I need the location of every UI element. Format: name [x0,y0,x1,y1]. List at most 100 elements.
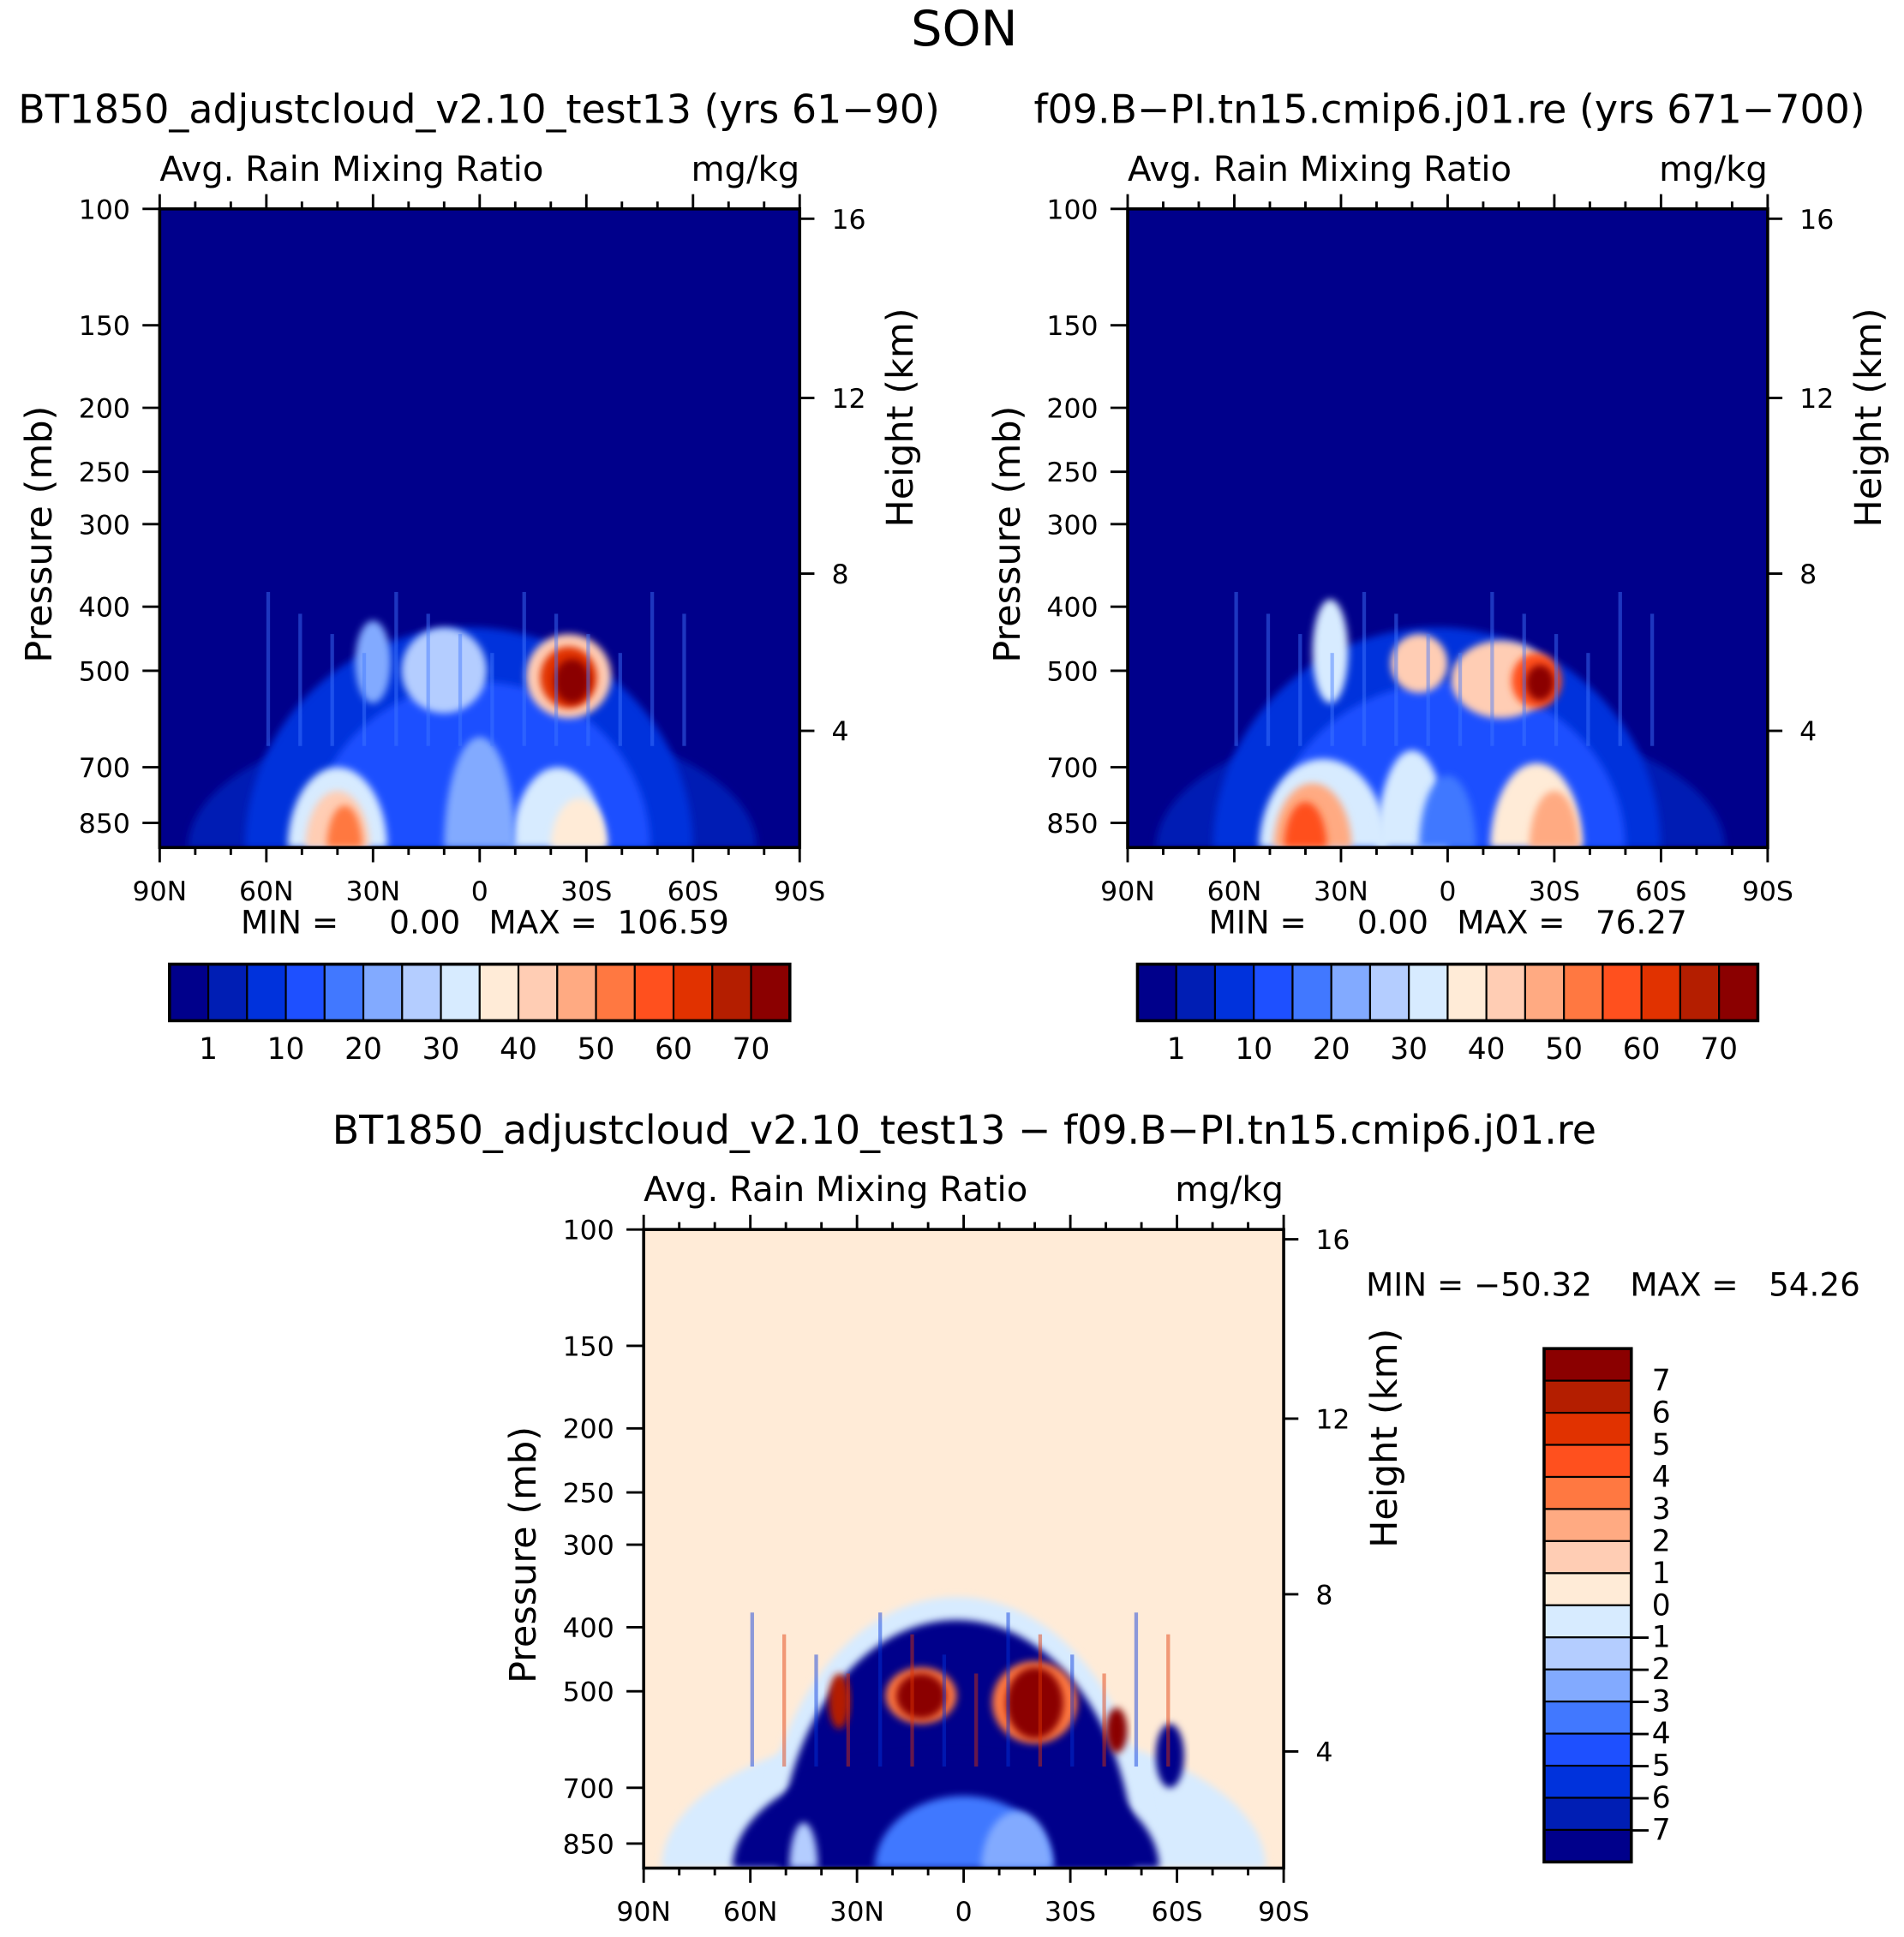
x-tick-label: 60S [1635,876,1686,907]
y-tick-label: 300 [79,510,130,541]
left-string: Avg. Rain Mixing Ratio [1128,150,1512,189]
y2-tick-label: 16 [1315,1225,1350,1256]
colorbar-label: 10 [267,1032,305,1067]
colorbar-label: 20 [344,1032,382,1067]
contour-region [1419,775,1476,848]
contour-streak [878,1612,883,1767]
y-tick-label: 100 [563,1216,614,1246]
max-value: MAX = 76.27 [1457,904,1686,942]
contour-streak [1038,1634,1043,1767]
contour-region [1105,1707,1128,1754]
colorbar-box [246,963,287,1022]
colorbar-box [1563,963,1604,1022]
panel-subtitle: f09.B−PI.tn15.cmip6.j01.re (yrs 671−700) [1033,87,1865,133]
colorbar-box [1175,963,1217,1022]
contour-region [550,798,608,848]
left-string: Avg. Rain Mixing Ratio [159,150,543,189]
max-value: MAX = 106.59 [489,904,729,942]
colorbar-label: 20 [1313,1032,1350,1067]
contour-streak [650,591,655,746]
y2-tick-label: 12 [1315,1404,1350,1435]
colorbar-label: −5 [1627,1749,1671,1784]
contour-region [1284,802,1327,848]
x-tick-label: 30N [345,876,400,907]
colorbar-box [284,963,326,1022]
colorbar-frame [1542,1347,1633,1864]
y-tick-label: 850 [1046,809,1098,840]
y-tick-label: 700 [563,1773,614,1804]
contour-streak [1522,613,1526,746]
contour-streak [554,613,559,746]
x-tick-label: 30N [829,1897,884,1928]
x-tick-label: 90S [774,876,825,907]
colorbar-box [1542,1444,1632,1479]
contour-region [401,627,488,714]
y2-tick-label: 16 [1799,205,1834,236]
y2-tick-label: 4 [1315,1737,1332,1768]
contour-streak [1102,1673,1106,1767]
colorbar-box [1408,963,1449,1022]
contour-region [895,1673,946,1719]
colorbar-label: 30 [1390,1032,1428,1067]
panel-subtitle: BT1850_adjustcloud_v2.10_test13 (yrs 61−… [18,87,940,133]
contour-streak [490,653,494,746]
y-tick-label: 500 [79,656,130,687]
contour-region [1529,791,1579,848]
colorbar-box [1542,1539,1632,1575]
colorbar-box [1542,1701,1632,1735]
contour-streak [846,1673,850,1767]
contour-streak [1362,591,1367,746]
contour-streak [1134,1612,1139,1767]
panel-subtitle: BT1850_adjustcloud_v2.10_test13 − f09.B−… [332,1107,1596,1153]
y-tick-label: 700 [1046,753,1098,784]
colorbar-box [595,963,636,1022]
contour-field [159,208,800,848]
y-tick-label: 500 [563,1677,614,1708]
colorbar-label: 30 [422,1032,460,1067]
contour-streak [974,1673,979,1767]
contour-streak [362,653,367,746]
left-string: Avg. Rain Mixing Ratio [644,1170,1027,1210]
contour-region [1006,1667,1063,1739]
contour-streak [782,1634,787,1767]
contour-streak [266,591,271,746]
colorbar-box [1542,1828,1632,1863]
contour-streak [522,591,526,746]
y-tick-label: 300 [563,1531,614,1562]
y-axis-label: Pressure (mb) [502,1426,545,1683]
colorbar-label: 40 [500,1032,537,1067]
contour-region [444,737,516,848]
colorbar-box [1213,963,1255,1022]
panel-p2: f09.B−PI.tn15.cmip6.j01.re (yrs 671−700)… [986,87,1890,1067]
colorbar-label: −6 [1627,1781,1671,1815]
contour-streak [1426,634,1430,746]
y2-tick-label: 12 [832,384,866,415]
y-tick-label: 250 [563,1478,614,1509]
colorbar-box [1330,963,1372,1022]
y-tick-label: 400 [563,1613,614,1644]
colorbar-box [1542,1379,1632,1414]
x-tick-label: 0 [1439,876,1456,907]
y2-tick-label: 8 [832,559,849,590]
colorbar-label: −1 [1627,1621,1671,1655]
colorbar-label: −3 [1627,1685,1671,1719]
colorbar-label: −2 [1627,1653,1671,1687]
colorbar-label: 10 [1235,1032,1272,1067]
colorbar-label: 2 [1652,1524,1671,1558]
colorbar-box [168,963,210,1022]
colorbar-box [1542,1797,1632,1832]
colorbar-box [1542,1572,1632,1606]
y-tick-label: 200 [1046,393,1098,424]
contour-streak [1298,634,1302,746]
x-tick-label: 60N [239,876,294,907]
colorbar-label: 70 [733,1032,770,1067]
colorbar-label: 50 [578,1032,615,1067]
x-tick-label: 60S [1152,1897,1203,1928]
panel-p3: BT1850_adjustcloud_v2.10_test13 − f09.B−… [332,1107,1860,1928]
colorbar-label: 70 [1700,1032,1738,1067]
y-axis-label: Pressure (mb) [986,406,1029,663]
x-tick-label: 90N [1100,876,1155,907]
colorbar-box [1542,1764,1632,1799]
colorbar-box [440,963,481,1022]
right-string: mg/kg [691,150,799,189]
